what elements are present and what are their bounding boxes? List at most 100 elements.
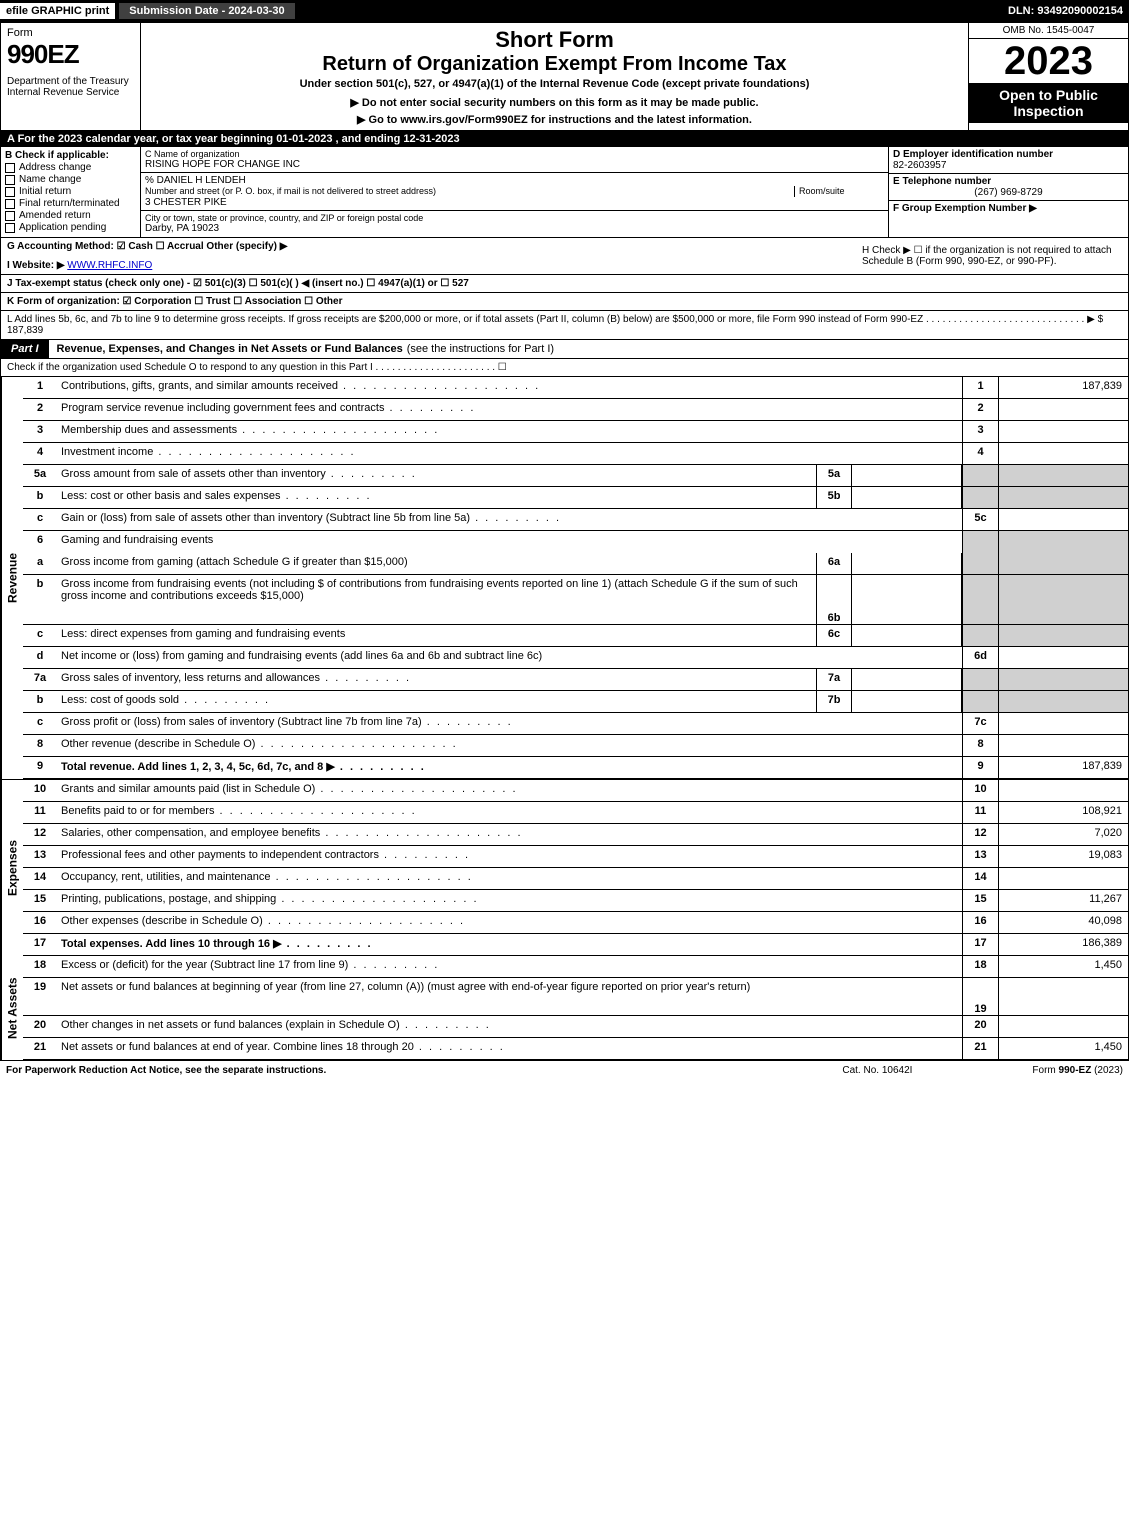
ln: 20: [23, 1016, 57, 1037]
lv: [998, 868, 1128, 889]
mv: [852, 465, 962, 486]
cb-name-change[interactable]: [5, 175, 15, 185]
form-version: Form 990-EZ (2023): [1032, 1065, 1123, 1076]
lr: [962, 553, 998, 574]
l-text: L Add lines 5b, 6c, and 7b to line 9 to …: [7, 314, 1103, 325]
row-gh: G Accounting Method: ☑ Cash ☐ Accrual Ot…: [0, 238, 1129, 275]
dept-treasury: Department of the Treasury: [7, 76, 134, 87]
lr: 12: [962, 824, 998, 845]
lr: 21: [962, 1038, 998, 1059]
lr: 17: [962, 934, 998, 955]
revenue-section: Revenue 1Contributions, gifts, grants, a…: [0, 377, 1129, 779]
ln: 9: [23, 757, 57, 778]
ld: Total expenses. Add lines 10 through 16 …: [57, 934, 962, 955]
lr: 10: [962, 780, 998, 801]
ld: Less: cost or other basis and sales expe…: [57, 487, 816, 508]
cb-final-return[interactable]: [5, 199, 15, 209]
l-value: 187,839: [7, 325, 43, 336]
ld: Contributions, gifts, grants, and simila…: [57, 377, 962, 398]
cb-initial-return[interactable]: [5, 187, 15, 197]
part-i-title: Revenue, Expenses, and Changes in Net As…: [49, 343, 403, 355]
lm: 6b: [816, 575, 852, 624]
lr: 16: [962, 912, 998, 933]
header-center: Short Form Return of Organization Exempt…: [141, 23, 968, 130]
row-k: K Form of organization: ☑ Corporation ☐ …: [0, 293, 1129, 311]
ln: 14: [23, 868, 57, 889]
ld: Gain or (loss) from sale of assets other…: [57, 509, 962, 530]
ln: 5a: [23, 465, 57, 486]
ld: Excess or (deficit) for the year (Subtra…: [57, 956, 962, 977]
ln: 11: [23, 802, 57, 823]
room-label: Room/suite: [799, 186, 845, 196]
website-link[interactable]: WWW.RHFC.INFO: [67, 260, 152, 271]
ld: Gaming and fundraising events: [57, 531, 962, 553]
ln: c: [23, 713, 57, 734]
street-value: 3 CHESTER PIKE: [145, 197, 884, 208]
part-i-tag: Part I: [1, 340, 49, 358]
opt-final-return: Final return/terminated: [19, 198, 120, 209]
lr: [962, 487, 998, 508]
lv: [998, 465, 1128, 486]
ld: Professional fees and other payments to …: [57, 846, 962, 867]
lm: 6c: [816, 625, 852, 646]
b-label: B Check if applicable:: [5, 150, 136, 161]
col-def: D Employer identification number 82-2603…: [888, 147, 1128, 237]
lr: 6d: [962, 647, 998, 668]
ln: 2: [23, 399, 57, 420]
lv: [998, 691, 1128, 712]
e-label: E Telephone number: [893, 176, 1124, 187]
lv: [998, 978, 1128, 1015]
cb-amended[interactable]: [5, 211, 15, 221]
form-word: Form: [7, 27, 134, 39]
lv: [998, 647, 1128, 668]
ln: 10: [23, 780, 57, 801]
short-form-title: Short Form: [145, 27, 964, 53]
street-label: Number and street (or P. O. box, if mail…: [145, 186, 436, 196]
form-title: Return of Organization Exempt From Incom…: [145, 53, 964, 76]
ln: b: [23, 691, 57, 712]
ld: Membership dues and assessments: [57, 421, 962, 442]
ld: Program service revenue including govern…: [57, 399, 962, 420]
lv: 7,020: [998, 824, 1128, 845]
phone-value: (267) 969-8729: [893, 187, 1124, 198]
lr: 4: [962, 443, 998, 464]
i-label: I Website: ▶: [7, 260, 65, 271]
row-j: J Tax-exempt status (check only one) - ☑…: [0, 275, 1129, 293]
efile-label[interactable]: efile GRAPHIC print: [0, 3, 115, 19]
ld: Grants and similar amounts paid (list in…: [57, 780, 962, 801]
ld: Other revenue (describe in Schedule O): [57, 735, 962, 756]
mv: [852, 553, 962, 574]
ld: Gross income from fundraising events (no…: [57, 575, 816, 624]
city-label: City or town, state or province, country…: [145, 213, 884, 223]
ln: 1: [23, 377, 57, 398]
ln: d: [23, 647, 57, 668]
netassets-section: Net Assets 18Excess or (deficit) for the…: [0, 956, 1129, 1060]
part-i-sub: (see the instructions for Part I): [403, 343, 554, 355]
cb-app-pending[interactable]: [5, 223, 15, 233]
ld: Gross profit or (loss) from sales of inv…: [57, 713, 962, 734]
lm: 7b: [816, 691, 852, 712]
lv: 187,839: [998, 377, 1128, 398]
lv: [998, 399, 1128, 420]
ld: Occupancy, rent, utilities, and maintena…: [57, 868, 962, 889]
lv: [998, 1016, 1128, 1037]
care-of: % DANIEL H LENDEH: [145, 175, 884, 186]
ln: 12: [23, 824, 57, 845]
g-accounting: G Accounting Method: ☑ Cash ☐ Accrual Ot…: [7, 241, 862, 252]
ld: Gross income from gaming (attach Schedul…: [57, 553, 816, 574]
row-l: L Add lines 5b, 6c, and 7b to line 9 to …: [0, 311, 1129, 340]
f-label: F Group Exemption Number ▶: [893, 203, 1037, 214]
ssn-warning: ▶ Do not enter social security numbers o…: [145, 96, 964, 109]
cb-address-change[interactable]: [5, 163, 15, 173]
lr: 2: [962, 399, 998, 420]
lr: [962, 465, 998, 486]
instructions-link[interactable]: ▶ Go to www.irs.gov/Form990EZ for instru…: [145, 113, 964, 126]
irs-label: Internal Revenue Service: [7, 87, 134, 98]
ln: 6: [23, 531, 57, 553]
form-subtitle: Under section 501(c), 527, or 4947(a)(1)…: [145, 78, 964, 90]
mv: [852, 575, 962, 624]
header-right: OMB No. 1545-0047 2023 Open to Public In…: [968, 23, 1128, 130]
ln: b: [23, 575, 57, 624]
lv: 19,083: [998, 846, 1128, 867]
lv: [998, 575, 1128, 624]
